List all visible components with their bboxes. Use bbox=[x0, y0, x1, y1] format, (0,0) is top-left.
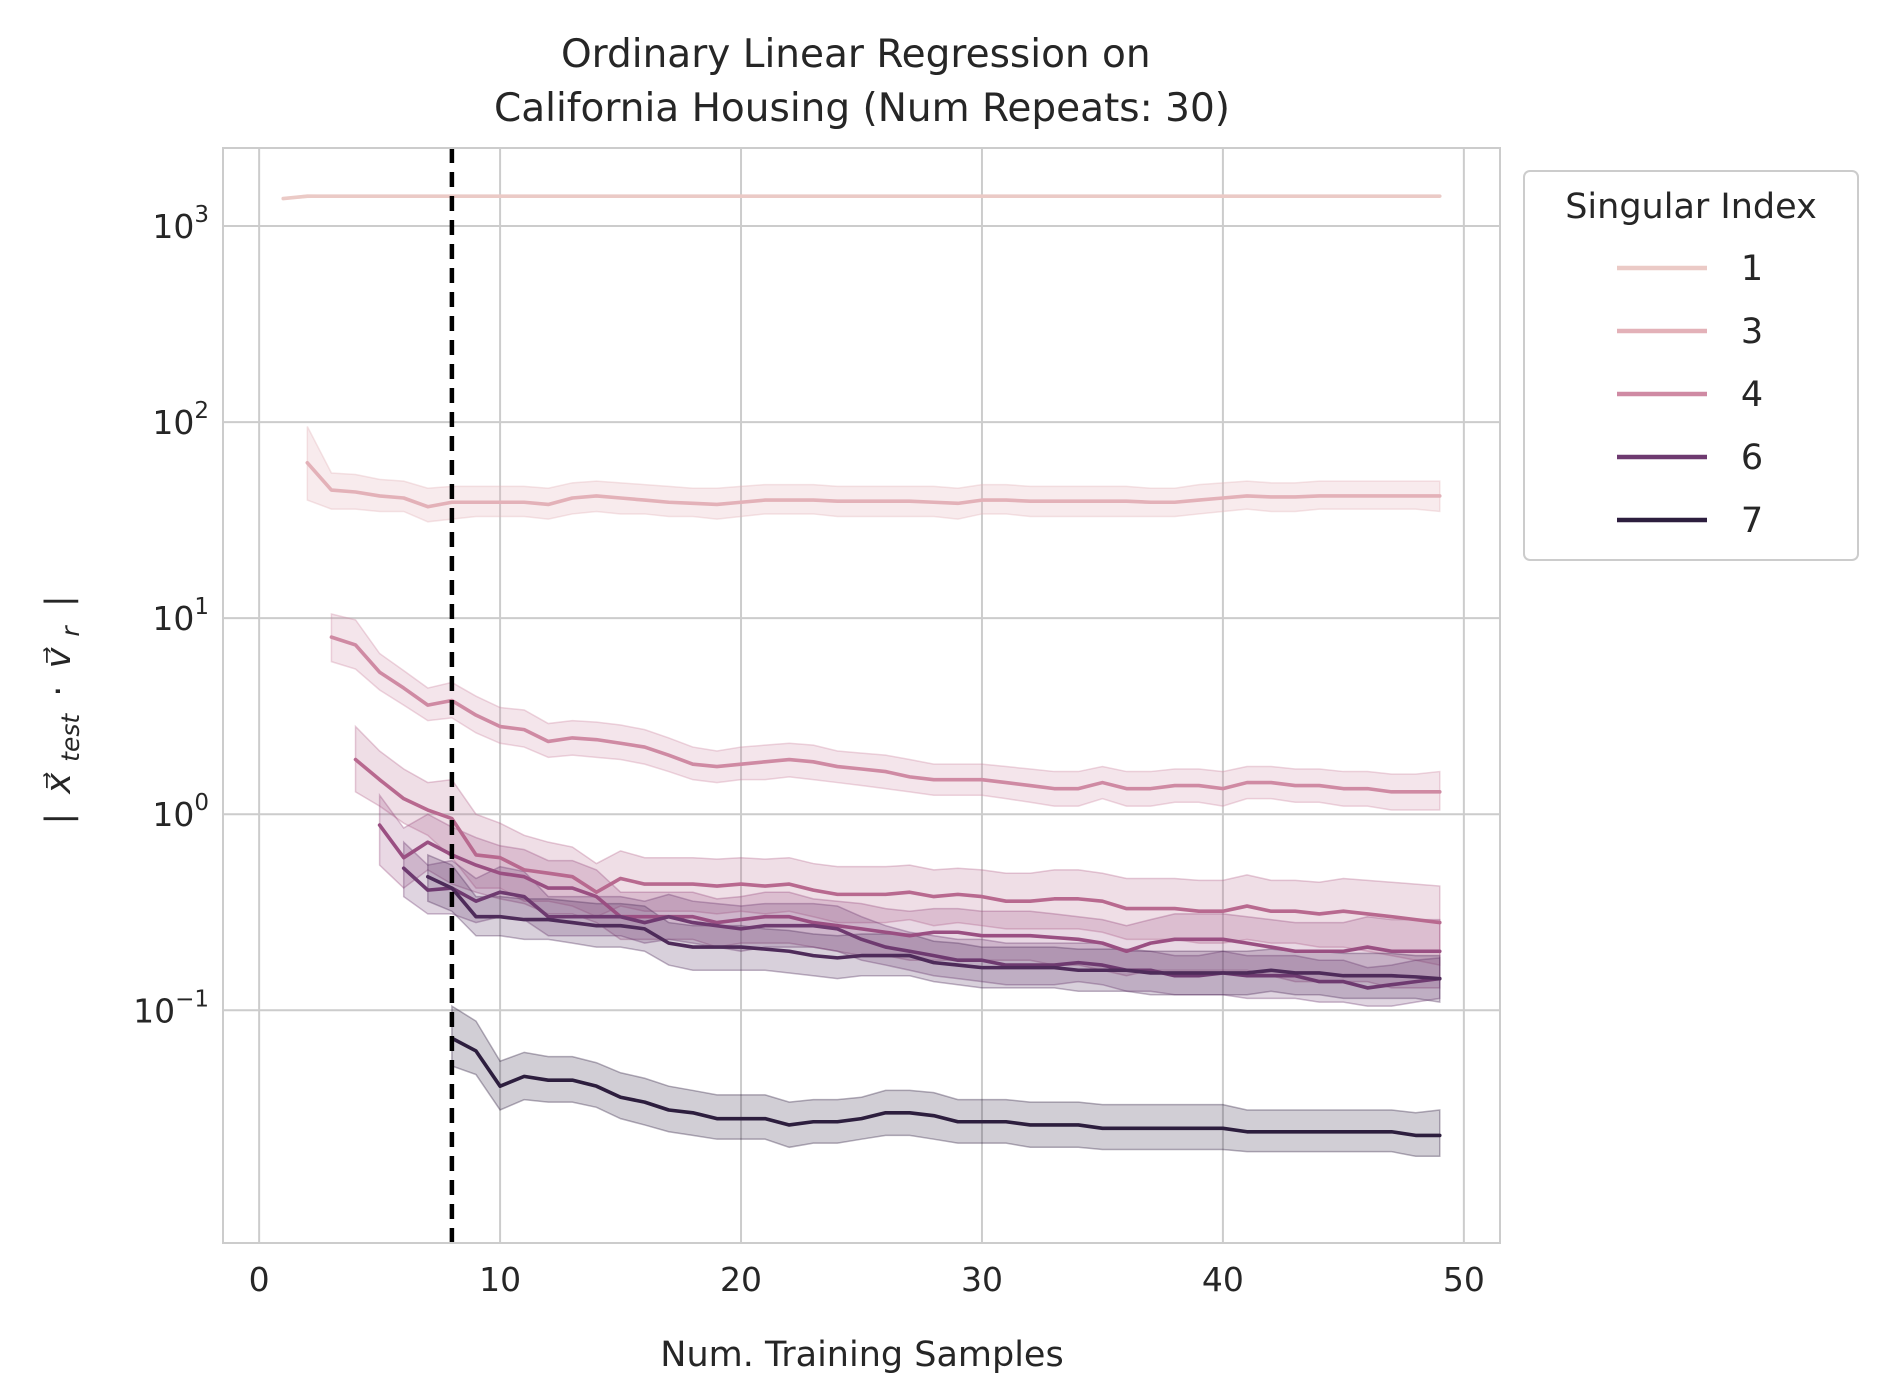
confidence-band-3 bbox=[354, 724, 1441, 966]
legend-label: 3 bbox=[1741, 312, 1763, 352]
confidence-band-5 bbox=[402, 840, 1441, 1007]
chart-title: Ordinary Linear Regression on California… bbox=[494, 32, 1230, 131]
confidence-band-6 bbox=[427, 853, 1441, 1004]
x-axis-ticks: 0 10 20 30 40 50 bbox=[249, 1260, 1485, 1299]
y-axis-ticks: 10−1 100 101 102 103 bbox=[133, 202, 209, 1030]
series-line-7 bbox=[450, 1036, 1442, 1138]
x-tick-label: 50 bbox=[1443, 1260, 1485, 1299]
confidence-band-7 bbox=[451, 1004, 1441, 1158]
x-tick-label: 30 bbox=[961, 1260, 1003, 1299]
x-axis-label: Num. Training Samples bbox=[660, 1335, 1063, 1375]
grid bbox=[223, 148, 1500, 1243]
legend-title: Singular Index bbox=[1565, 187, 1817, 227]
legend: Singular Index 1 3 4 6 7 bbox=[1523, 170, 1859, 561]
x-tick-label: 40 bbox=[1202, 1260, 1244, 1299]
y-tick-label: 101 bbox=[152, 594, 209, 638]
legend-frame bbox=[1523, 170, 1859, 561]
legend-label: 4 bbox=[1741, 375, 1763, 415]
legend-label: 6 bbox=[1741, 438, 1763, 478]
series-line-0 bbox=[281, 194, 1442, 201]
legend-items: 1 3 4 6 7 bbox=[1617, 249, 1763, 541]
y-tick-label: 103 bbox=[152, 202, 209, 246]
series-line-4 bbox=[377, 823, 1442, 954]
y-axis-label: | x⃗ test · v⃗ r | bbox=[39, 595, 88, 824]
legend-label: 7 bbox=[1741, 501, 1763, 541]
legend-label: 1 bbox=[1741, 249, 1763, 289]
x-tick-label: 20 bbox=[720, 1260, 762, 1299]
confidence-band-2 bbox=[330, 613, 1441, 811]
confidence-bands bbox=[282, 194, 1441, 1158]
series-line-2 bbox=[329, 635, 1442, 794]
series-line-1 bbox=[305, 460, 1442, 509]
series-line-5 bbox=[401, 866, 1442, 990]
y-tick-label: 10−1 bbox=[133, 986, 209, 1030]
series-lines bbox=[281, 194, 1442, 1138]
confidence-band-1 bbox=[306, 426, 1441, 523]
series-line-3 bbox=[353, 757, 1442, 925]
series-line-6 bbox=[426, 874, 1442, 981]
plot-frame bbox=[222, 147, 1501, 1244]
x-tick-label: 10 bbox=[479, 1260, 521, 1299]
y-tick-label: 100 bbox=[152, 790, 209, 834]
x-tick-label: 0 bbox=[249, 1260, 270, 1299]
y-tick-label: 102 bbox=[152, 398, 209, 442]
